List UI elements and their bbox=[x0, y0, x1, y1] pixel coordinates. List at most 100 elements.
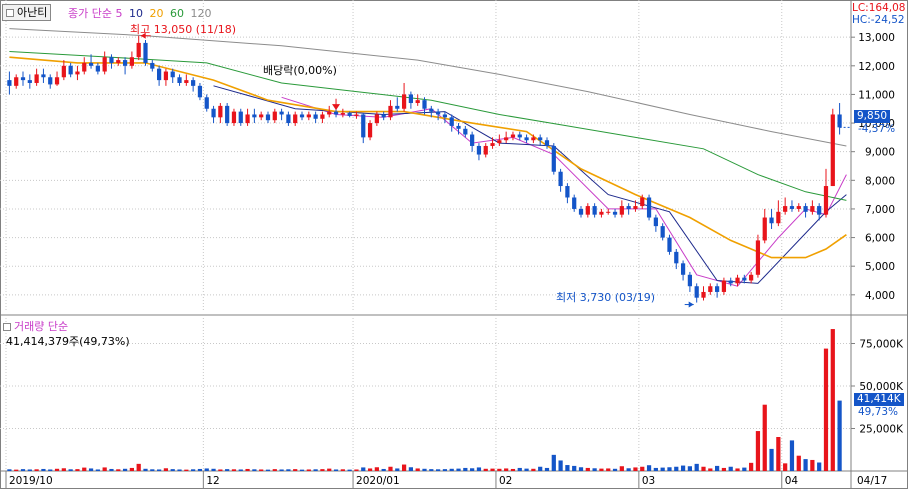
volume-bar bbox=[422, 468, 427, 471]
candle bbox=[762, 217, 767, 241]
price-legend[interactable]: 종가 단순 5 10 20 60 120 bbox=[68, 5, 211, 21]
volume-bar bbox=[333, 469, 339, 471]
volume-tick-label: 75,000K bbox=[859, 339, 904, 351]
candle bbox=[82, 62, 87, 72]
volume-bar bbox=[755, 431, 761, 471]
candle bbox=[680, 263, 686, 275]
volume-bar bbox=[592, 468, 597, 471]
candle bbox=[204, 97, 209, 109]
candle bbox=[476, 145, 482, 155]
volume-bar bbox=[109, 468, 114, 471]
candle bbox=[75, 71, 80, 75]
volume-bar bbox=[796, 455, 801, 471]
volume-bar bbox=[483, 468, 488, 471]
candle bbox=[54, 77, 60, 85]
volume-bar bbox=[286, 469, 291, 471]
candle bbox=[306, 114, 311, 118]
volume-bar bbox=[470, 468, 475, 471]
candle bbox=[354, 114, 359, 116]
candle bbox=[347, 113, 352, 116]
volume-bar bbox=[347, 469, 352, 471]
volume-legend[interactable]: 거래량 단순 bbox=[2, 319, 69, 334]
candle bbox=[286, 114, 291, 124]
candle bbox=[796, 206, 801, 209]
stock-name-box[interactable]: 아난티 bbox=[2, 4, 52, 21]
volume-bar bbox=[837, 400, 842, 471]
volume-bar bbox=[694, 463, 699, 471]
candle bbox=[109, 57, 114, 63]
volume-bar bbox=[320, 469, 325, 471]
ma120-line bbox=[9, 28, 847, 147]
volume-bar bbox=[401, 464, 407, 471]
candle bbox=[565, 186, 570, 198]
date-tick-label: 02 bbox=[499, 475, 512, 487]
candle bbox=[245, 114, 250, 124]
ma5-line bbox=[281, 96, 847, 287]
candle bbox=[320, 114, 325, 119]
volume-bar bbox=[306, 469, 311, 471]
price-tick-label: 4,000 bbox=[865, 290, 895, 302]
volume-pct: 49,73% bbox=[858, 406, 899, 418]
candle bbox=[442, 114, 448, 118]
candle bbox=[374, 114, 379, 124]
candle bbox=[544, 140, 550, 146]
volume-bar bbox=[48, 469, 53, 471]
volume-bar bbox=[687, 466, 692, 471]
volume-bar bbox=[572, 465, 577, 471]
volume-bar bbox=[490, 468, 495, 471]
volume-bar bbox=[299, 469, 305, 471]
volume-bar bbox=[61, 468, 66, 471]
candle bbox=[265, 114, 271, 121]
hc-value: HC:-24,52 bbox=[852, 14, 905, 26]
volume-bar bbox=[803, 459, 808, 471]
ma60-line bbox=[9, 51, 847, 201]
candle bbox=[211, 108, 216, 118]
volume-bar bbox=[95, 469, 100, 471]
price-tick-label: 11,000 bbox=[858, 89, 895, 101]
volume-bar bbox=[170, 469, 175, 471]
candle bbox=[361, 114, 366, 138]
volume-bar bbox=[715, 465, 720, 471]
candle bbox=[735, 277, 740, 284]
date-tick-label: 2020/01 bbox=[356, 475, 400, 487]
candle bbox=[715, 286, 720, 292]
candle bbox=[708, 286, 713, 292]
legend-ma60: 60 bbox=[169, 7, 184, 20]
volume-bar bbox=[538, 466, 543, 471]
volume-bar bbox=[830, 329, 835, 471]
candle bbox=[619, 206, 624, 215]
price-badge: 9,850 bbox=[854, 110, 891, 123]
candle bbox=[157, 68, 162, 81]
volume-bar bbox=[204, 468, 209, 471]
volume-bar bbox=[708, 468, 713, 471]
volume-bar bbox=[476, 467, 482, 471]
volume-bar bbox=[177, 469, 182, 471]
candle bbox=[415, 100, 420, 104]
volume-bar bbox=[20, 469, 26, 471]
candle bbox=[136, 42, 141, 58]
candle bbox=[429, 108, 434, 112]
candle bbox=[340, 113, 345, 115]
price-change: -4,37% bbox=[858, 123, 896, 135]
candle bbox=[701, 291, 706, 298]
volume-bar bbox=[442, 469, 448, 471]
volume-bar bbox=[381, 468, 386, 471]
candle bbox=[272, 111, 277, 121]
candle bbox=[524, 137, 529, 141]
volume-bar bbox=[415, 468, 420, 471]
volume-bar bbox=[231, 469, 237, 471]
candle bbox=[456, 125, 461, 129]
price-tick-label: 13,000 bbox=[858, 32, 895, 44]
volume-bar bbox=[272, 469, 277, 471]
volume-bar bbox=[354, 469, 359, 471]
date-tick-label: 04/17 bbox=[857, 475, 887, 487]
high-annotation: 최고 13,050 (11/18) bbox=[130, 23, 237, 36]
volume-bar bbox=[646, 465, 652, 471]
candle bbox=[789, 206, 795, 209]
volume-bar bbox=[88, 468, 94, 471]
volume-bar bbox=[544, 467, 550, 471]
candle bbox=[497, 140, 502, 144]
volume-bar bbox=[640, 466, 645, 471]
volume-bar bbox=[749, 462, 754, 471]
